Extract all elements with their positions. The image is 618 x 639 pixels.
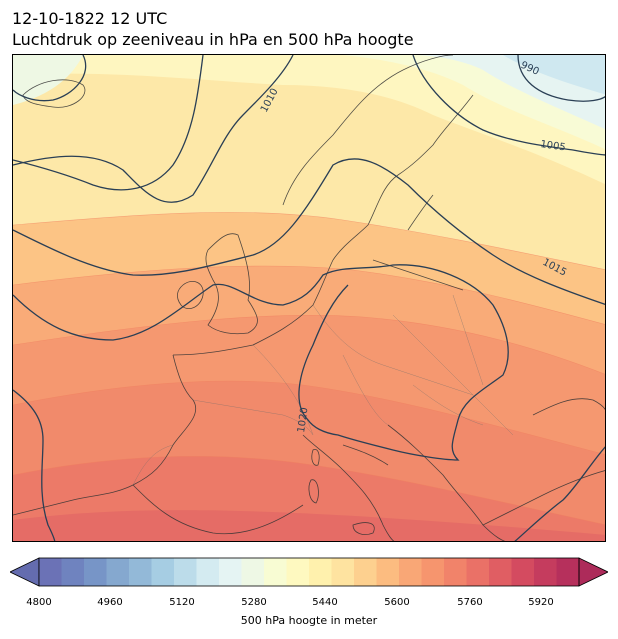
- colorbar-segment: [196, 558, 220, 586]
- colorbar-segment: [84, 558, 107, 586]
- colorbar-segment: [219, 558, 242, 586]
- isobar-1015-se: [514, 446, 605, 541]
- isobar-1020-south: [13, 389, 56, 541]
- isobar-1010-north: [13, 55, 87, 102]
- colorbar: [9, 556, 609, 594]
- colorbar-segment: [39, 558, 62, 586]
- map-title: 12-10-1822 12 UTC: [12, 9, 168, 28]
- colorbar-tick: 5600: [384, 597, 410, 608]
- colorbar-segment: [354, 558, 377, 586]
- colorbar-segment: [264, 558, 287, 586]
- colorbar-segment: [511, 558, 535, 586]
- colorbar-label: 500 hPa hoogte in meter: [240, 614, 378, 627]
- colorbar-segment: [331, 558, 355, 586]
- colorbar-segment: [556, 558, 580, 586]
- colorbar-segment: [534, 558, 557, 586]
- colorbar-tick: 4960: [97, 597, 123, 608]
- isobar-label-1005: 1005: [540, 139, 567, 153]
- isobars: [13, 55, 605, 541]
- isobar-label-1020: 1020: [296, 407, 310, 434]
- colorbar-tick: 5440: [312, 597, 338, 608]
- colorbar-extend-over: [578, 557, 609, 587]
- colorbar-bar: [9, 557, 609, 587]
- colorbar-segment: [489, 558, 512, 586]
- height-field: [13, 55, 605, 541]
- isobar-1015-north: [13, 55, 204, 191]
- colorbar-segment: [399, 558, 422, 586]
- colorbar-segment: [174, 558, 197, 586]
- country-borders: [132, 294, 514, 486]
- colorbar-segment: [61, 558, 85, 586]
- isobar-1020: [13, 264, 509, 461]
- colorbar-segment: [151, 558, 175, 586]
- colorbar-segment: [129, 558, 152, 586]
- coastlines: [13, 55, 605, 541]
- colorbar-segment: [466, 558, 490, 586]
- colorbar-tick: 5920: [528, 597, 554, 608]
- colorbar-segment: [444, 558, 467, 586]
- colorbar-segment: [421, 558, 445, 586]
- colorbar-segment: [241, 558, 265, 586]
- colorbar-ticks: 4800 4960 5120 5280 5440 5600 5760 5920: [0, 597, 618, 611]
- colorbar-frame: [38, 557, 580, 587]
- weather-map: 990 1005 1010 1015 1020: [12, 54, 606, 542]
- map-canvas: 990 1005 1010 1015 1020: [13, 55, 605, 541]
- colorbar-tick: 5280: [241, 597, 267, 608]
- isobar-1010: [13, 55, 294, 203]
- isobar-1015: [13, 158, 605, 305]
- colorbar-tick: 4800: [26, 597, 52, 608]
- colorbar-extend-under: [9, 557, 40, 587]
- isobar-990: [517, 55, 605, 102]
- colorbar-tick: 5120: [169, 597, 195, 608]
- colorbar-tick: 5760: [457, 597, 483, 608]
- colorbar-segment: [106, 558, 130, 586]
- isobar-1005: [412, 55, 605, 156]
- colorbar-segment: [376, 558, 400, 586]
- colorbar-segment: [286, 558, 310, 586]
- colorbar-segment: [309, 558, 332, 586]
- map-subtitle: Luchtdruk op zeeniveau in hPa en 500 hPa…: [12, 30, 414, 49]
